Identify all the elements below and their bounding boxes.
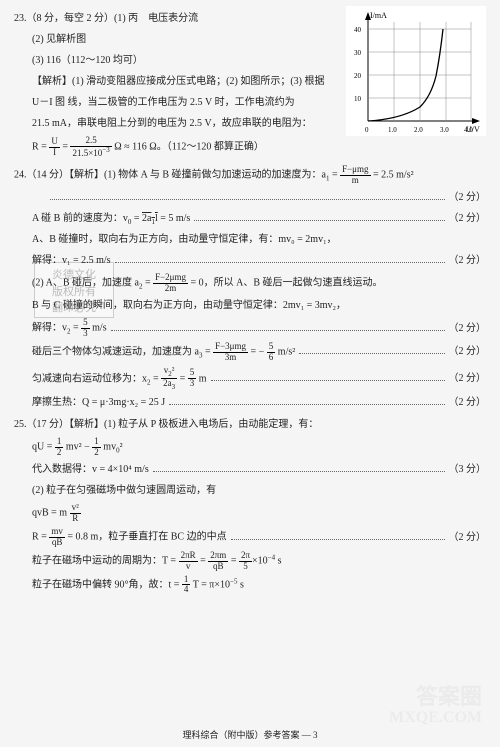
q23-p3: (3) 116（112～120 均可） bbox=[14, 52, 486, 70]
q23-a2: U－I 图 线，当二极管的工作电压为 2.5 V 时，工作电流约为 bbox=[14, 94, 334, 112]
q25-l1: 代入数据得：v = 4×10⁴ m/s（3 分） bbox=[14, 461, 486, 479]
q23-p2: (2) 见解析图 bbox=[14, 31, 486, 49]
svg-text:0: 0 bbox=[365, 126, 369, 134]
q24-l4: (2) A、B 碰后，加速度 a2 = F−2μmg2m = 0，所以 A、B … bbox=[14, 273, 486, 294]
q23-formula: R = UI = 2.521.5×10−3 Ω ≈ 116 Ω。（112～120… bbox=[14, 136, 486, 159]
svg-text:2.0: 2.0 bbox=[414, 126, 423, 134]
q23-a3: 21.5 mA，串联电阻上分到的电压为 2.5 V，故应串联的电阻为： bbox=[14, 115, 334, 133]
q25-l2: (2) 粒子在匀强磁场中做匀速圆周运动，有 bbox=[14, 482, 486, 500]
q24-l3: 解得：v₁ = 2.5 m/s（2 分） bbox=[14, 252, 486, 270]
q25-eq2: qvB = m v²R bbox=[14, 503, 486, 524]
svg-text:10: 10 bbox=[354, 95, 362, 103]
q23-header: 23.（8 分，每空 2 分）(1) 丙 电压表分流 bbox=[14, 10, 486, 28]
q24-l1: A 碰 B 前的速度为：v0 = 2a1l = 5 m/s（2 分） bbox=[14, 210, 486, 229]
q25-eq1: qU = 12 mv² − 12 mv0² bbox=[14, 437, 486, 458]
svg-text:20: 20 bbox=[354, 72, 362, 80]
q23-analysis: 【解析】(1) 滑动变阻器应接成分压式电路；(2) 如图所示；(3) 根据 bbox=[14, 73, 334, 91]
watermark-logo: 答案圈 bbox=[416, 677, 482, 717]
svg-text:4.0: 4.0 bbox=[464, 126, 473, 134]
svg-text:1.0: 1.0 bbox=[388, 126, 397, 134]
q25-header: 25.（17 分）【解析】(1) 粒子从 P 极板进入电场后，由动能定理，有： bbox=[14, 416, 486, 434]
svg-text:3.0: 3.0 bbox=[440, 126, 449, 134]
q24-l6: 解得：v2 = 53 m/s（2 分） bbox=[14, 318, 486, 339]
q24-header: 24.（14 分）【解析】(1) 物体 A 与 B 碰撞前做匀加速运动的加速度为… bbox=[14, 165, 486, 186]
q24-l5: B 与 C 碰撞的瞬间，取向右为正方向，由动量守恒定律：2mv₁ = 3mv₂， bbox=[14, 297, 486, 315]
page-footer: 理科综合（附中版）参考答案 — 3 bbox=[0, 727, 500, 743]
q24-l9: 摩擦生热：Q = μ·3mg·x₂ = 25 J（2 分） bbox=[14, 394, 486, 412]
q24-l2: A、B 碰撞时，取向右为正方向，由动量守恒定律，有：mv₀ = 2mv₁， bbox=[14, 231, 486, 249]
q24-score0: （2 分） bbox=[14, 189, 486, 207]
q25-l3: R = mvqB = 0.8 m，粒子垂直打在 BC 边的中点（2 分） bbox=[14, 527, 486, 548]
q25-l5: 粒子在磁场中偏转 90°角，故：t = 14 T = π×10−5 s bbox=[14, 575, 486, 596]
q24-l7: 碰后三个物体匀减速运动，加速度为 a3 = F−3μmg3m = − 56 m/… bbox=[14, 342, 486, 363]
q24-l8: 匀减速向右运动位移为：x2 = v2²2a3 = 53 m（2 分） bbox=[14, 366, 486, 392]
q25-l4: 粒子在磁场中运动的周期为：T = 2πRv = 2πmqB = 2π5×10−4… bbox=[14, 551, 486, 572]
analysis-label: 【解析】 bbox=[32, 76, 72, 87]
